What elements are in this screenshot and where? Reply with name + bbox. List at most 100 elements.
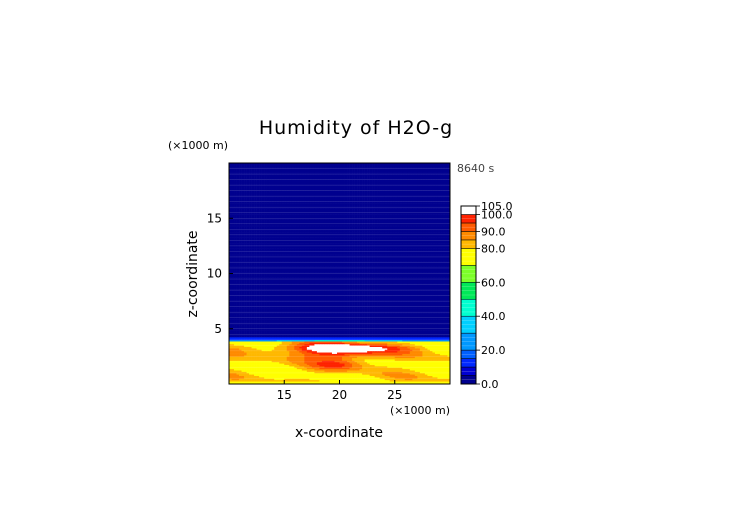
heatmap-cell <box>314 382 318 385</box>
heatmap-cell <box>271 334 275 336</box>
heatmap-cell <box>266 381 270 383</box>
heatmap-cell <box>306 367 310 370</box>
heatmap-cell <box>281 370 285 372</box>
heatmap-cell <box>342 342 345 345</box>
heatmap-cell <box>439 309 443 312</box>
heatmap-cell <box>412 360 416 363</box>
heatmap-cell <box>362 343 365 346</box>
heatmap-cell <box>427 360 431 363</box>
heatmap-cell <box>286 354 290 357</box>
heatmap-cell <box>352 356 355 359</box>
heatmap-cell <box>367 337 370 339</box>
heatmap-cell <box>319 339 323 342</box>
heatmap-cell <box>259 379 262 382</box>
heatmap-cell <box>354 350 358 353</box>
heatmap-cell <box>276 378 280 381</box>
heatmap-cell <box>382 374 385 377</box>
heatmap-cell <box>347 342 350 345</box>
heatmap-cell <box>249 331 252 334</box>
heatmap-cell <box>334 359 338 361</box>
heatmap-cell <box>392 328 396 331</box>
heatmap-cell <box>444 364 448 367</box>
heatmap-cell <box>314 379 318 382</box>
heatmap-cell <box>422 370 426 372</box>
heatmap-cell <box>444 341 448 343</box>
heatmap-cell <box>331 332 335 335</box>
heatmap-cell <box>419 381 423 383</box>
heatmap-cell <box>367 361 370 364</box>
heatmap-cell <box>362 364 365 367</box>
heatmap-cell <box>251 314 255 317</box>
heatmap-cell <box>291 359 295 361</box>
heatmap-cell <box>369 339 373 342</box>
heatmap-cell <box>412 335 416 338</box>
heatmap-cell <box>382 346 385 349</box>
heatmap-cell <box>321 368 325 371</box>
heatmap-cell <box>306 364 310 367</box>
heatmap-cell <box>289 306 293 309</box>
heatmap-cell <box>369 375 373 378</box>
heatmap-cell <box>382 327 385 330</box>
heatmap-cell <box>399 313 403 316</box>
heatmap-cell <box>344 357 348 360</box>
heatmap-cell <box>369 331 373 334</box>
heatmap-cell <box>344 330 348 332</box>
heatmap-cell <box>261 366 265 368</box>
heatmap-cell <box>279 342 283 345</box>
heatmap-cell <box>364 375 368 378</box>
heatmap-cell <box>284 374 288 377</box>
heatmap-cell <box>354 306 358 309</box>
heatmap-cell <box>331 334 335 336</box>
heatmap-cell <box>359 306 363 309</box>
heatmap-cell <box>352 325 355 328</box>
heatmap-cell <box>369 306 373 309</box>
heatmap-cell <box>259 349 262 352</box>
heatmap-cell <box>384 370 388 372</box>
heatmap-cell <box>326 348 330 350</box>
heatmap-cell <box>387 359 391 361</box>
heatmap-cell <box>417 309 421 312</box>
heatmap-cell <box>407 314 411 317</box>
heatmap-cell <box>329 353 333 356</box>
heatmap-cell <box>286 338 290 341</box>
heatmap-cell <box>269 337 272 339</box>
heatmap-cell <box>331 320 335 323</box>
heatmap-cell <box>439 343 443 346</box>
heatmap-cell <box>241 342 245 345</box>
heatmap-cell <box>394 338 398 341</box>
heatmap-cell <box>261 354 265 357</box>
heatmap-cell <box>239 324 242 327</box>
heatmap-cell <box>269 338 272 341</box>
heatmap-cell <box>236 352 240 354</box>
heatmap-cell <box>256 335 260 338</box>
heatmap-cell <box>229 382 232 385</box>
heatmap-cell <box>249 350 252 353</box>
heatmap-cell <box>236 381 240 383</box>
heatmap-cell <box>369 352 373 354</box>
heatmap-cell <box>261 325 265 328</box>
heatmap-cell <box>444 370 448 372</box>
heatmap-cell <box>382 338 385 341</box>
heatmap-cell <box>394 377 398 379</box>
heatmap-cell <box>409 382 413 385</box>
heatmap-cell <box>291 306 295 309</box>
heatmap-cell <box>404 317 408 320</box>
heatmap-cell <box>324 327 328 330</box>
heatmap-cell <box>256 321 260 324</box>
heatmap-cell <box>276 338 280 341</box>
heatmap-cell <box>236 346 240 349</box>
heatmap-cell <box>246 343 250 346</box>
heatmap-cell <box>231 310 235 313</box>
heatmap-cell <box>399 331 403 334</box>
heatmap-cell <box>261 374 265 377</box>
heatmap-cell <box>309 353 313 356</box>
heatmap-cell <box>319 321 323 324</box>
heatmap-cell <box>359 320 363 323</box>
heatmap-cell <box>336 366 340 368</box>
heatmap-cell <box>412 353 416 356</box>
heatmap-cell <box>339 312 343 314</box>
heatmap-cell <box>251 345 255 347</box>
heatmap-cell <box>251 324 255 327</box>
heatmap-cell <box>377 359 380 361</box>
heatmap-cell <box>269 339 272 342</box>
